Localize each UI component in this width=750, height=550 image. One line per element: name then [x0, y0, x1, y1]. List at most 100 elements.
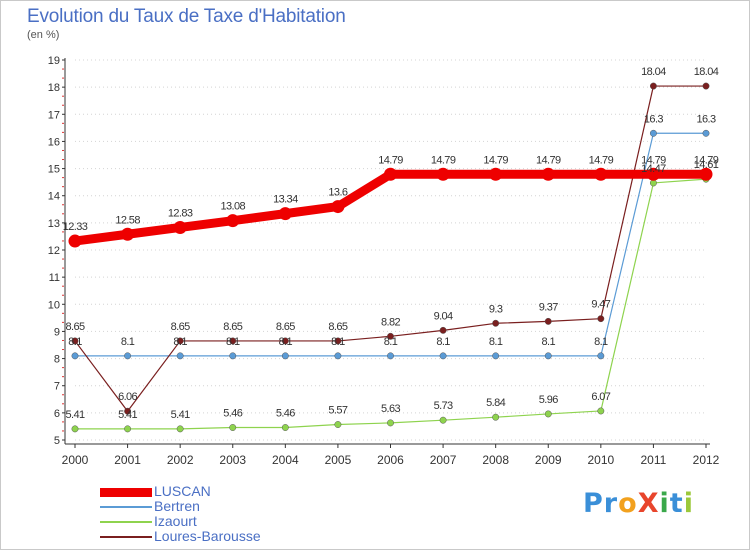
- data-point: [597, 352, 605, 360]
- x-tick-label: 2009: [535, 453, 562, 467]
- data-label: 6.06: [118, 391, 137, 403]
- legend-swatch: [100, 506, 152, 508]
- data-point: [173, 220, 187, 234]
- data-point: [649, 129, 657, 137]
- data-label: 13.08: [220, 201, 245, 213]
- data-label: 14.79: [694, 154, 719, 166]
- data-label: 8.82: [381, 316, 400, 328]
- y-tick-label: 15: [48, 164, 60, 176]
- data-point: [489, 167, 503, 181]
- data-label: 5.46: [223, 408, 242, 420]
- data-label: 14.79: [378, 154, 403, 166]
- data-point: [384, 167, 397, 181]
- data-label: 16.3: [696, 113, 715, 125]
- data-label: 9.47: [591, 299, 610, 311]
- data-point: [646, 167, 660, 181]
- data-label: 8.1: [384, 336, 398, 348]
- x-tick-label: 2011: [641, 453, 667, 467]
- data-label: 14.79: [641, 154, 666, 166]
- data-point: [124, 352, 132, 360]
- y-tick-label: 17: [48, 109, 60, 121]
- data-point: [702, 82, 710, 90]
- proxiti-logo: ProXiti: [583, 488, 694, 519]
- logo-letter: i: [659, 488, 670, 519]
- data-point: [544, 317, 552, 325]
- data-point: [387, 332, 394, 340]
- data-point: [544, 410, 552, 418]
- data-label: 8.1: [68, 336, 82, 348]
- data-point: [68, 234, 82, 248]
- data-point: [124, 407, 132, 415]
- data-label: 5.96: [539, 394, 558, 406]
- data-point: [594, 167, 608, 181]
- data-point: [71, 425, 79, 433]
- x-tick-label: 2007: [430, 453, 457, 467]
- x-tick-label: 2003: [219, 453, 246, 467]
- data-point: [492, 352, 500, 360]
- data-label: 5.41: [65, 409, 84, 421]
- data-label: 12.58: [115, 214, 140, 226]
- x-tick-label: 2001: [114, 453, 141, 467]
- y-tick-label: 10: [48, 299, 60, 311]
- data-point: [229, 337, 237, 345]
- data-label: 8.1: [226, 336, 240, 348]
- data-point: [387, 419, 394, 427]
- logo-letter: o: [618, 488, 638, 519]
- x-tick-label: 2006: [377, 453, 404, 467]
- data-label: 9.37: [539, 301, 558, 313]
- data-label: 6.07: [591, 391, 610, 403]
- y-tick-label: 19: [48, 55, 60, 67]
- data-label: 8.1: [436, 336, 450, 348]
- data-point: [124, 425, 132, 433]
- data-label: 8.1: [331, 336, 345, 348]
- data-point: [597, 315, 605, 323]
- data-point: [541, 167, 555, 181]
- data-point: [176, 337, 184, 345]
- data-point: [699, 167, 713, 181]
- data-label: 9.3: [489, 303, 503, 315]
- legend-swatch: [100, 487, 152, 497]
- data-label: 14.47: [641, 163, 666, 175]
- y-tick-label: 18: [48, 82, 60, 94]
- data-point: [281, 424, 289, 431]
- data-label: 14.79: [589, 154, 614, 166]
- data-point: [331, 200, 345, 214]
- logo-letter: P: [583, 488, 604, 519]
- data-point: [281, 337, 289, 345]
- data-point: [226, 214, 240, 228]
- data-label: 5.41: [118, 409, 137, 421]
- data-label: 14.79: [431, 154, 456, 166]
- data-label: 9.04: [434, 310, 453, 322]
- data-label: 5.46: [276, 408, 295, 420]
- unit-label: (en %): [27, 29, 60, 41]
- y-tick-label: 7: [54, 381, 60, 393]
- data-label: 14.79: [483, 154, 508, 166]
- data-label: 8.1: [173, 336, 187, 348]
- data-label: 8.1: [594, 336, 608, 348]
- logo-letter: i: [683, 488, 694, 519]
- y-tick-label: 5: [54, 435, 60, 447]
- y-tick-label: 16: [48, 136, 60, 148]
- data-point: [71, 337, 79, 345]
- x-tick-label: 2012: [693, 453, 720, 467]
- x-tick-label: 2000: [62, 453, 89, 467]
- data-label: 8.1: [542, 336, 556, 348]
- y-tick-label: 6: [54, 408, 60, 420]
- data-label: 8.65: [328, 321, 347, 333]
- legend-swatch: [100, 521, 152, 523]
- y-tick-label: 9: [54, 326, 60, 338]
- data-label: 12.33: [63, 221, 88, 233]
- data-label: 13.34: [273, 194, 298, 206]
- data-label: 12.83: [168, 207, 193, 219]
- data-label: 5.41: [171, 409, 190, 421]
- data-point: [597, 407, 605, 415]
- data-point: [229, 424, 237, 431]
- logo-letter: r: [603, 488, 619, 519]
- legend-swatch: [100, 536, 152, 538]
- x-tick-label: 2002: [167, 453, 194, 467]
- data-label: 8.65: [223, 321, 242, 333]
- data-point: [387, 352, 394, 360]
- data-label: 13.6: [328, 187, 347, 199]
